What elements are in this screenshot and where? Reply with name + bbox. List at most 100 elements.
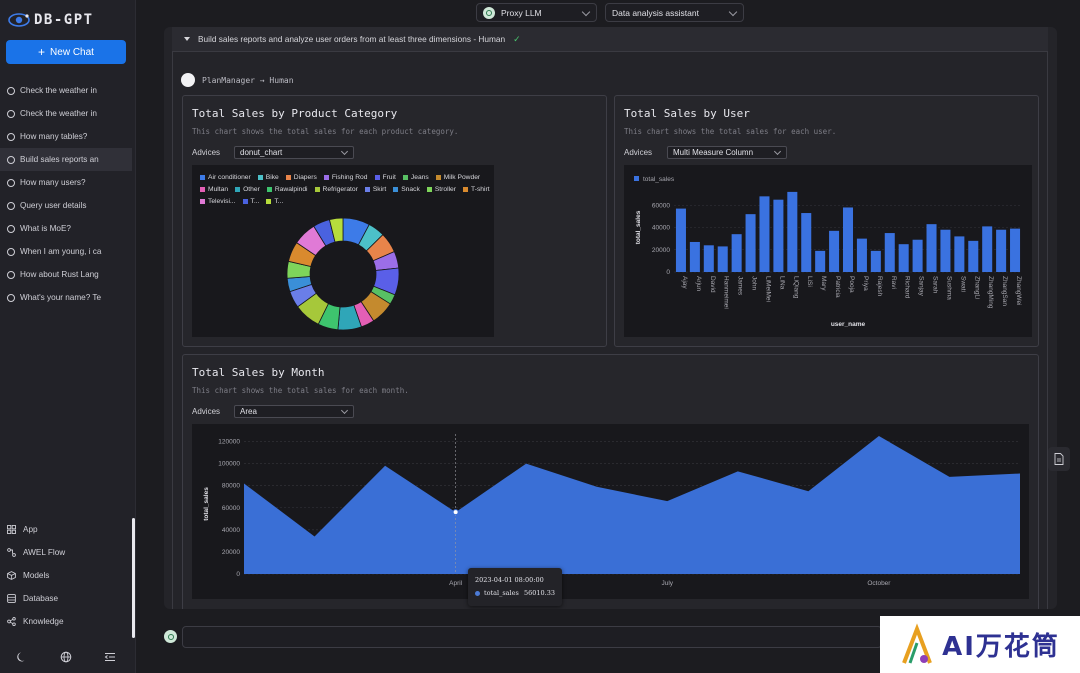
chat-history-item[interactable]: How many users? [0, 171, 132, 194]
hover-point[interactable] [452, 509, 459, 516]
legend-label: Fruit [382, 174, 396, 181]
area-series[interactable] [244, 436, 1020, 574]
bar[interactable] [675, 208, 686, 272]
bar[interactable] [842, 207, 854, 272]
moon-icon[interactable] [16, 651, 28, 663]
legend-item[interactable]: Air conditioner [200, 174, 251, 181]
tooltip-value: 56010.33 [523, 589, 555, 597]
card-description: This chart shows the total sales for eac… [624, 127, 837, 136]
bar[interactable] [996, 229, 1007, 272]
sidebar-nav-app[interactable]: App [0, 518, 132, 541]
bar[interactable] [954, 236, 965, 272]
chat-history-item[interactable]: What is MoE? [0, 217, 132, 240]
task-header[interactable]: Build sales reports and analyze user ord… [172, 27, 1048, 52]
bar[interactable] [815, 250, 826, 272]
document-icon [1054, 453, 1064, 465]
bar[interactable] [745, 214, 756, 272]
card-title: Total Sales by Month [192, 366, 325, 379]
sidebar-nav-database[interactable]: Database [0, 587, 132, 610]
sidebar-nav-awel-flow[interactable]: AWEL Flow [0, 541, 132, 564]
bar[interactable] [870, 250, 881, 272]
legend-item[interactable]: Fruit [374, 174, 396, 181]
legend-swatch [242, 199, 248, 204]
legend-item[interactable]: Diapers [285, 174, 317, 181]
scene-select[interactable]: Data analysis assistant [605, 3, 744, 22]
bar[interactable] [759, 196, 770, 272]
sidebar-nav-models[interactable]: Models [0, 564, 132, 587]
chat-history-item[interactable]: What's your name? Te [0, 286, 132, 309]
legend-item[interactable]: T... [266, 198, 283, 205]
card-description: This chart shows the total sales for eac… [192, 127, 459, 136]
chat-history-item[interactable]: When I am young, i ca [0, 240, 132, 263]
model-select[interactable]: Proxy LLM [476, 3, 597, 22]
legend-item[interactable]: Skirt [364, 186, 386, 193]
bar[interactable] [801, 213, 812, 272]
chevron-down-icon [340, 406, 349, 415]
bar[interactable] [773, 199, 784, 272]
avatar [181, 73, 195, 87]
x-axis-title: user_name [831, 321, 866, 328]
bar[interactable] [731, 234, 742, 272]
advices-select[interactable]: Multi Measure Column [667, 146, 787, 159]
bar[interactable] [1010, 228, 1021, 272]
chat-history-item[interactable]: How many tables? [0, 125, 132, 148]
advices-select[interactable]: Area [234, 405, 354, 418]
legend-item[interactable]: T-shirt [463, 186, 490, 193]
new-chat-button[interactable]: + New Chat [6, 40, 126, 64]
advices-select-value: Multi Measure Column [673, 148, 754, 157]
legend-item[interactable]: Milk Powder [435, 174, 480, 181]
legend-item[interactable]: Televisi... [200, 198, 236, 205]
advices-label: Advices [624, 148, 653, 157]
legend-item[interactable]: Rawalpindi [266, 186, 308, 193]
bar[interactable] [689, 241, 700, 272]
advices-select[interactable]: donut_chart [234, 146, 354, 159]
openai-icon[interactable] [164, 630, 177, 643]
chat-history-item[interactable]: Build sales reports an [0, 148, 132, 171]
legend-item[interactable]: Snack [393, 186, 420, 193]
bar[interactable] [940, 229, 951, 272]
legend-swatch [402, 175, 408, 180]
flow-icon [7, 548, 16, 557]
legend-item[interactable]: Refrigerator [314, 186, 358, 193]
bar[interactable] [787, 191, 798, 272]
bar[interactable] [898, 244, 909, 272]
bar[interactable] [703, 245, 714, 272]
sidebar-nav-label: Knowledge [23, 617, 64, 626]
legend-item[interactable]: Stroller [426, 186, 456, 193]
x-tick-label: LiSi [806, 276, 813, 287]
bar[interactable] [856, 238, 867, 272]
chat-bubble-icon [7, 270, 15, 279]
chat-history-item[interactable]: How about Rust Lang [0, 263, 132, 286]
document-button[interactable] [1048, 447, 1070, 471]
bar[interactable] [829, 230, 840, 272]
chat-history-item[interactable]: Query user details [0, 194, 132, 217]
globe-icon[interactable] [60, 651, 72, 663]
logo[interactable]: DB-GPT [7, 9, 94, 31]
bar[interactable] [884, 233, 895, 272]
sidebar-nav-knowledge[interactable]: Knowledge [0, 610, 132, 633]
donut-legend: Air conditioner Bike Diapers Fishing Rod Fru… [200, 174, 490, 205]
legend-item[interactable]: Bike [257, 174, 279, 181]
chat-input[interactable] [182, 626, 882, 648]
x-tick-label: Sushma [945, 276, 952, 300]
legend-item[interactable]: Jeans [402, 174, 429, 181]
bar[interactable] [926, 224, 937, 272]
bar[interactable] [968, 240, 979, 272]
chat-bubble-icon [7, 293, 15, 302]
donut-slice[interactable] [328, 217, 344, 243]
legend-label[interactable]: total_sales [643, 176, 675, 183]
collapse-menu-icon[interactable] [104, 651, 116, 663]
legend-item[interactable]: Other [235, 186, 260, 193]
bar[interactable] [912, 239, 923, 272]
chat-history-item[interactable]: Check the weather in [0, 102, 132, 125]
legend-item[interactable]: Multan [200, 186, 228, 193]
chat-history-item[interactable]: Check the weather in [0, 79, 132, 102]
legend-swatch [200, 187, 205, 192]
chat-history-label: Build sales reports an [20, 155, 99, 164]
bar[interactable] [982, 226, 993, 272]
legend-item[interactable]: T... [242, 198, 259, 205]
bar[interactable] [717, 246, 728, 272]
legend-item[interactable]: Fishing Rod [323, 174, 368, 181]
sidebar-scrollbar[interactable] [132, 518, 135, 638]
advices-select-value: donut_chart [240, 148, 283, 157]
